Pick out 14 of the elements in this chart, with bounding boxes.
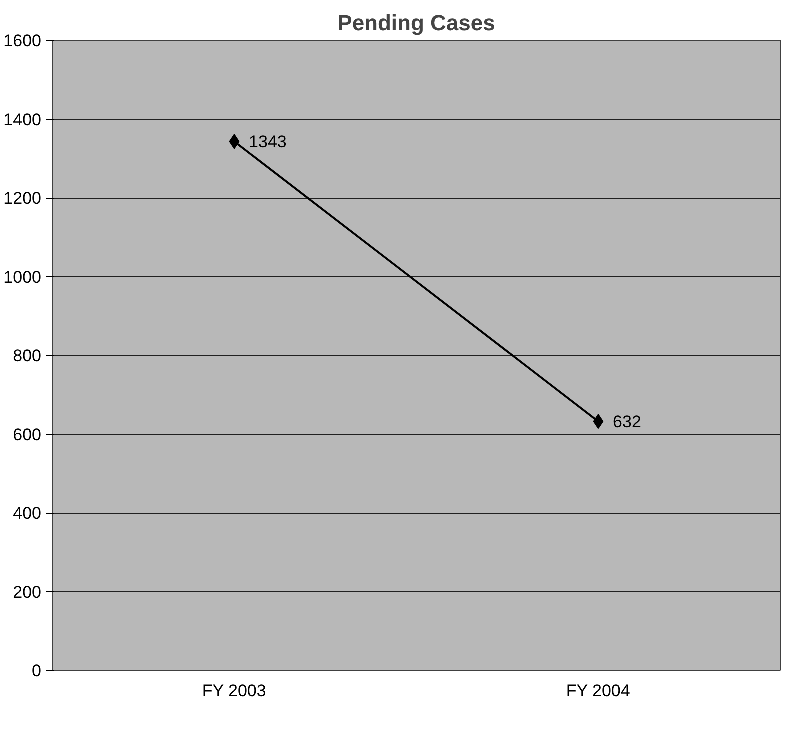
- y-tick-label: 800: [13, 346, 42, 366]
- y-tick-label: 400: [13, 504, 42, 523]
- y-tick-label: 1600: [4, 32, 42, 50]
- y-tick-label: 1200: [4, 189, 42, 208]
- y-tick-label: 1400: [4, 110, 42, 130]
- chart-title: Pending Cases: [338, 10, 496, 36]
- y-tick-label: 0: [32, 662, 42, 680]
- y-tick-label: 1000: [4, 268, 42, 287]
- data-label: 632: [613, 412, 642, 432]
- x-tick-label: FY 2004: [566, 682, 630, 700]
- data-label: 1343: [249, 132, 287, 152]
- x-tick-label: FY 2003: [202, 682, 266, 700]
- y-tick-label: 200: [13, 582, 42, 602]
- y-tick-label: 600: [13, 425, 42, 444]
